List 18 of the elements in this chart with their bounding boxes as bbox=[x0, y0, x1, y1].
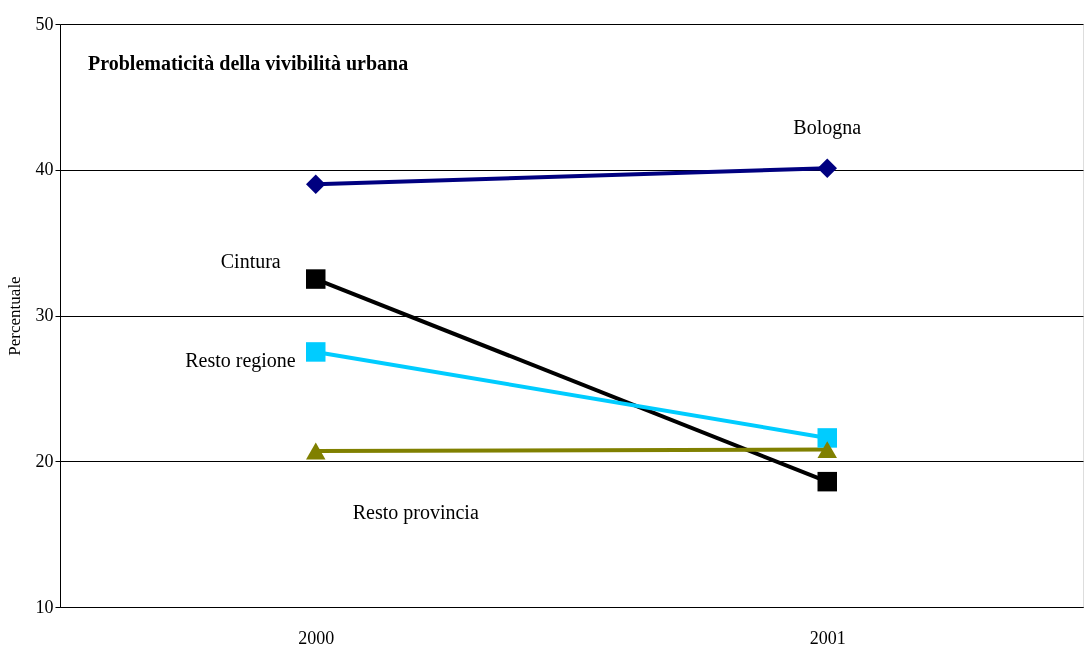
y-tick-label: 50 bbox=[35, 13, 54, 34]
text: Resto provincia bbox=[352, 501, 479, 525]
series-label: Cintura bbox=[220, 250, 281, 273]
x-tick-label: 2000 bbox=[298, 627, 335, 648]
y-tick-label: 20 bbox=[35, 450, 54, 471]
y-tick-label: 30 bbox=[35, 305, 54, 325]
series-label: Resto regione bbox=[185, 348, 296, 372]
series-label: Bologna bbox=[793, 116, 862, 140]
y-tick-label: 40 bbox=[35, 159, 54, 180]
point bbox=[817, 471, 837, 492]
text: Problematicità della vivibilità urbana bbox=[88, 52, 409, 74]
y-tick-label: 10 bbox=[35, 596, 54, 617]
point bbox=[306, 342, 326, 362]
y-axis-title: Percentuale bbox=[4, 276, 24, 356]
point bbox=[817, 158, 837, 179]
x-tick-label: 2001 bbox=[809, 627, 846, 648]
point bbox=[306, 174, 326, 195]
point bbox=[306, 269, 326, 289]
